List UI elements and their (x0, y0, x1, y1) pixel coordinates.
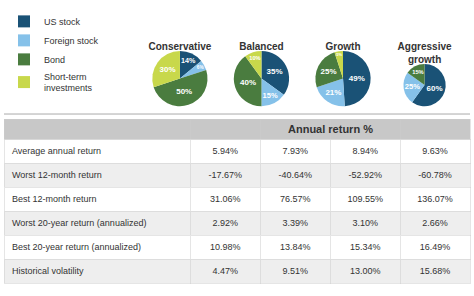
svg-text:Historical volatility: Historical volatility (12, 266, 84, 276)
svg-text:9.63%: 9.63% (422, 146, 448, 156)
svg-text:3.10%: 3.10% (352, 218, 378, 228)
svg-text:109.55%: 109.55% (347, 194, 383, 204)
svg-text:Best 20-year return (annualize: Best 20-year return (annualized) (12, 242, 141, 252)
svg-text:6%: 6% (197, 65, 205, 70)
svg-text:31.06%: 31.06% (210, 194, 241, 204)
svg-text:35%: 35% (266, 67, 282, 76)
svg-text:76.57%: 76.57% (280, 194, 311, 204)
svg-text:15%: 15% (263, 91, 278, 100)
svg-text:50%: 50% (176, 87, 192, 96)
svg-text:Balanced: Balanced (239, 41, 283, 52)
svg-text:Growth: Growth (326, 41, 361, 52)
svg-text:5.94%: 5.94% (213, 146, 239, 156)
svg-text:Annual return %: Annual return % (288, 123, 373, 135)
svg-text:-60.78%: -60.78% (418, 170, 452, 180)
svg-text:49%: 49% (349, 74, 365, 83)
svg-text:10%: 10% (249, 55, 260, 61)
svg-text:4.47%: 4.47% (213, 266, 239, 276)
svg-text:Aggressivegrowth: Aggressivegrowth (398, 41, 452, 65)
svg-text:Best 12-month return: Best 12-month return (12, 194, 97, 204)
svg-text:13.00%: 13.00% (350, 266, 381, 276)
svg-text:9.51%: 9.51% (282, 266, 308, 276)
svg-text:15%: 15% (412, 69, 423, 75)
svg-text:8.94%: 8.94% (352, 146, 378, 156)
svg-text:13.84%: 13.84% (280, 242, 311, 252)
svg-text:7.93%: 7.93% (282, 146, 308, 156)
svg-text:30%: 30% (160, 65, 176, 74)
svg-text:Average annual return: Average annual return (12, 146, 101, 156)
svg-text:Conservative: Conservative (149, 41, 212, 52)
svg-text:16.49%: 16.49% (420, 242, 451, 252)
svg-text:-52.92%: -52.92% (348, 170, 382, 180)
svg-text:Worst 12-month return: Worst 12-month return (12, 170, 102, 180)
svg-text:15.34%: 15.34% (350, 242, 381, 252)
svg-text:25%: 25% (321, 67, 337, 76)
svg-text:Bond: Bond (44, 55, 65, 65)
svg-text:Worst 20-year return (annualiz: Worst 20-year return (annualized) (12, 218, 146, 228)
svg-text:60%: 60% (427, 84, 443, 93)
svg-text:15.68%: 15.68% (420, 266, 451, 276)
svg-text:2.92%: 2.92% (213, 218, 239, 228)
svg-text:3.39%: 3.39% (282, 218, 308, 228)
svg-text:Short-terminvestments: Short-terminvestments (44, 72, 93, 94)
svg-text:25%: 25% (405, 82, 420, 91)
svg-text:40%: 40% (240, 78, 256, 87)
svg-text:-40.64%: -40.64% (278, 170, 312, 180)
svg-text:5%: 5% (336, 52, 342, 57)
svg-text:US stock: US stock (44, 17, 81, 27)
svg-text:2.66%: 2.66% (422, 218, 448, 228)
svg-text:-17.67%: -17.67% (209, 170, 243, 180)
svg-text:14%: 14% (181, 57, 196, 65)
svg-text:Foreign stock: Foreign stock (44, 36, 99, 46)
svg-text:21%: 21% (325, 88, 341, 97)
svg-text:136.07%: 136.07% (417, 194, 453, 204)
svg-text:10.98%: 10.98% (210, 242, 241, 252)
